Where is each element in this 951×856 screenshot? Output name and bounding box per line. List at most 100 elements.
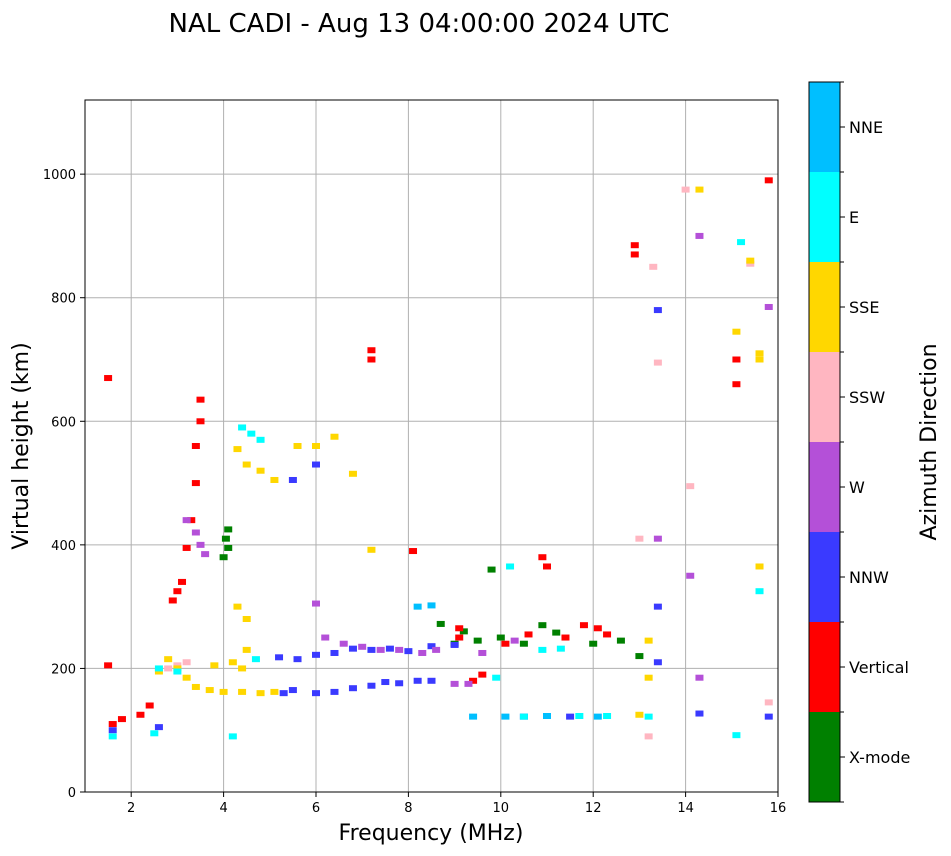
data-point-e: [173, 668, 182, 675]
chart-title: NAL CADI - Aug 13 04:00:00 2024 UTC: [169, 9, 670, 39]
colorbar-tick-label: W: [849, 478, 865, 497]
data-point-vertical: [187, 517, 196, 524]
data-point-w: [695, 674, 704, 681]
x-ticks: 2 4 6 8 10 12 14 16: [127, 792, 786, 816]
data-point-nnw: [348, 685, 357, 692]
data-point-sse: [644, 637, 653, 644]
data-point-e: [238, 424, 247, 431]
data-point-nne: [427, 602, 436, 609]
data-point-vertical: [732, 356, 741, 363]
data-point-x-mode: [538, 622, 547, 629]
data-point-nne: [593, 713, 602, 720]
colorbar-tick-label: NNW: [849, 568, 889, 587]
data-point-sse: [755, 356, 764, 363]
data-point-nnw: [653, 603, 662, 610]
data-point-nnw: [427, 643, 436, 650]
plot-area: [85, 100, 778, 792]
data-point-vertical: [145, 702, 154, 709]
data-point-nnw: [348, 645, 357, 652]
x-axis-label: Frequency (MHz): [339, 821, 524, 846]
data-point-vertical: [630, 242, 639, 249]
data-point-vertical: [196, 418, 205, 425]
data-point-nnw: [450, 641, 459, 648]
data-point-nne: [501, 713, 510, 720]
data-point-vertical: [501, 640, 510, 647]
data-point-ssw: [164, 665, 173, 672]
colorbar-segment: [809, 532, 840, 622]
data-point-w: [695, 232, 704, 239]
y-tick-label: 800: [51, 292, 76, 307]
data-point-vertical: [579, 622, 588, 629]
data-point-sse: [635, 711, 644, 718]
data-point-sse: [228, 659, 237, 666]
data-point-sse: [154, 668, 163, 675]
data-point-e: [228, 733, 237, 740]
data-point-sse: [233, 446, 242, 453]
data-point-e: [644, 713, 653, 720]
data-point-sse: [746, 257, 755, 264]
data-point-w: [339, 640, 348, 647]
data-point-nnw: [275, 654, 284, 661]
data-point-w: [376, 646, 385, 653]
data-point-x-mode: [221, 535, 230, 542]
data-point-e: [506, 563, 515, 570]
data-point-vertical: [543, 563, 551, 570]
data-point-ssw: [635, 535, 644, 542]
data-point-vertical: [455, 625, 464, 632]
colorbar-tick-label: Vertical: [849, 658, 909, 677]
data-point-ssw: [653, 359, 662, 366]
data-point-w: [196, 541, 205, 548]
data-point-sse: [293, 443, 302, 449]
data-point-vertical: [191, 443, 200, 449]
data-point-sse: [270, 688, 279, 695]
data-point-vertical: [630, 251, 639, 258]
data-point-vertical: [764, 177, 773, 184]
data-point-e: [251, 656, 260, 663]
data-point-e: [732, 732, 741, 739]
data-point-vertical: [732, 381, 741, 388]
colorbar-tick-label: SSE: [849, 298, 879, 317]
colorbar-tick-label: NNE: [849, 118, 883, 137]
colorbar-segment: [809, 262, 840, 352]
x-tick-label: 16: [770, 801, 787, 816]
data-point-sse: [173, 665, 182, 672]
data-point-sse: [205, 687, 214, 694]
data-point-ssw: [173, 662, 182, 669]
colorbar-segment: [809, 82, 840, 172]
data-point-nne: [543, 713, 551, 720]
data-point-w: [395, 646, 404, 653]
data-point-vertical: [409, 548, 418, 555]
data-point-nnw: [367, 646, 376, 653]
data-point-nne: [469, 713, 478, 720]
data-point-nnw: [312, 690, 320, 697]
data-point-e: [247, 430, 256, 437]
data-point-vertical: [538, 554, 547, 561]
data-point-nnw: [404, 648, 413, 655]
data-point-nnw: [367, 682, 376, 689]
data-point-w: [418, 649, 427, 656]
data-point-e: [603, 713, 612, 720]
x-tick-label: 6: [312, 801, 320, 816]
data-point-vertical: [182, 544, 191, 551]
data-point-nnw: [293, 656, 302, 663]
data-point-nnw: [312, 461, 320, 468]
x-tick-label: 2: [127, 801, 135, 816]
data-point-sse: [242, 461, 251, 468]
data-point-nnw: [279, 690, 288, 697]
x-tick-label: 10: [493, 801, 510, 816]
data-point-vertical: [593, 625, 602, 632]
data-point-w: [478, 649, 487, 656]
data-point-nnw: [413, 677, 422, 684]
data-point-sse: [312, 443, 320, 449]
data-point-sse: [695, 186, 704, 193]
data-point-nnw: [330, 688, 339, 695]
data-point-ssw: [686, 483, 695, 490]
data-point-vertical: [455, 634, 464, 641]
colorbar-tick-label: X-mode: [849, 748, 910, 767]
data-point-x-mode: [219, 554, 228, 561]
y-tick-label: 200: [51, 662, 76, 677]
data-point-sse: [644, 674, 653, 681]
data-point-w: [464, 680, 473, 687]
data-point-nnw: [330, 649, 339, 656]
